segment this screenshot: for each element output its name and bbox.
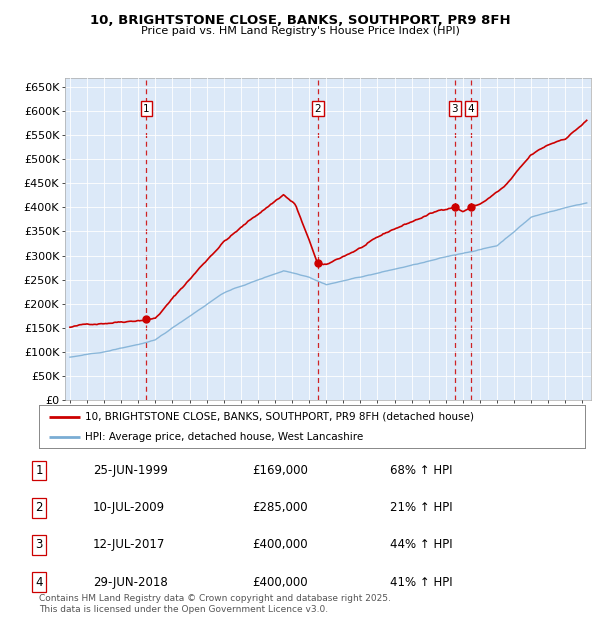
Text: 12-JUL-2017: 12-JUL-2017 <box>93 539 166 551</box>
Text: 10-JUL-2009: 10-JUL-2009 <box>93 502 165 514</box>
Text: Price paid vs. HM Land Registry's House Price Index (HPI): Price paid vs. HM Land Registry's House … <box>140 26 460 36</box>
Text: 1: 1 <box>143 104 150 114</box>
Text: £400,000: £400,000 <box>252 539 308 551</box>
Text: 2: 2 <box>35 502 43 514</box>
Text: £400,000: £400,000 <box>252 576 308 588</box>
Text: 21% ↑ HPI: 21% ↑ HPI <box>390 502 452 514</box>
Text: 3: 3 <box>35 539 43 551</box>
Text: 41% ↑ HPI: 41% ↑ HPI <box>390 576 452 588</box>
Text: 29-JUN-2018: 29-JUN-2018 <box>93 576 168 588</box>
Text: £285,000: £285,000 <box>252 502 308 514</box>
Text: 10, BRIGHTSTONE CLOSE, BANKS, SOUTHPORT, PR9 8FH (detached house): 10, BRIGHTSTONE CLOSE, BANKS, SOUTHPORT,… <box>85 412 475 422</box>
Text: 4: 4 <box>468 104 475 114</box>
Text: 68% ↑ HPI: 68% ↑ HPI <box>390 464 452 477</box>
Text: 25-JUN-1999: 25-JUN-1999 <box>93 464 168 477</box>
Text: HPI: Average price, detached house, West Lancashire: HPI: Average price, detached house, West… <box>85 432 364 442</box>
Text: Contains HM Land Registry data © Crown copyright and database right 2025.
This d: Contains HM Land Registry data © Crown c… <box>39 595 391 614</box>
Text: 44% ↑ HPI: 44% ↑ HPI <box>390 539 452 551</box>
Text: 10, BRIGHTSTONE CLOSE, BANKS, SOUTHPORT, PR9 8FH: 10, BRIGHTSTONE CLOSE, BANKS, SOUTHPORT,… <box>89 14 511 27</box>
Text: 4: 4 <box>35 576 43 588</box>
Text: 2: 2 <box>314 104 322 114</box>
Text: 3: 3 <box>452 104 458 114</box>
Text: £169,000: £169,000 <box>252 464 308 477</box>
Text: 1: 1 <box>35 464 43 477</box>
